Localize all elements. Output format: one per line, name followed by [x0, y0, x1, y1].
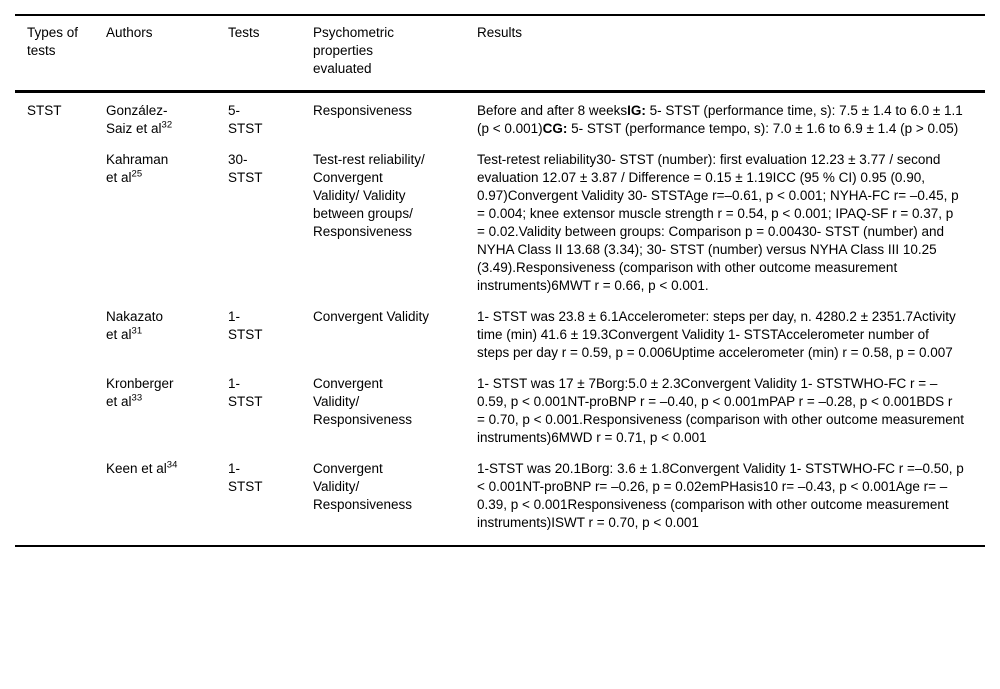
- reference-superscript: 34: [166, 459, 178, 471]
- type-of-test-cell: [15, 151, 106, 308]
- tests-cell: 1- STST: [228, 309, 263, 342]
- results-bold-segment: IG:: [627, 103, 646, 118]
- authors-cell: Nakazato et al31: [106, 309, 164, 342]
- column-header-results: Results: [477, 15, 985, 93]
- authors-cell: Kronberger et al33: [106, 376, 174, 409]
- results-cell: 1-STST was 20.1Borg: 3.6 ± 1.8Convergent…: [477, 461, 964, 530]
- psychometric-properties-cell: Responsiveness: [313, 103, 413, 118]
- reference-superscript: 25: [131, 168, 143, 180]
- psychometric-studies-table: Types of tests Authors Tests Psychometri…: [15, 14, 985, 547]
- tests-cell: 1- STST: [228, 461, 263, 494]
- column-header-authors: Authors: [106, 15, 228, 93]
- type-of-test-cell: STST: [27, 103, 62, 118]
- table-row: Kahraman et al25 30- STST Test-rest reliab…: [15, 151, 985, 308]
- psychometric-properties-cell: Convergent Validity: [313, 309, 430, 324]
- authors-cell: Kahraman et al25: [106, 152, 169, 185]
- column-header-types-of-tests: Types of tests: [15, 15, 106, 93]
- reference-superscript: 32: [161, 119, 173, 131]
- results-cell: 1- STST was 17 ± 7Borg:5.0 ± 2.3Converge…: [477, 376, 965, 445]
- tests-cell: 1- STST: [228, 376, 263, 409]
- psychometric-properties-cell: Test-rest reliability/ Convergent Validi…: [313, 152, 425, 239]
- table-body: STST González-Saiz et al32 5- STST Responsi…: [15, 92, 985, 547]
- results-bold-segment: CG:: [542, 121, 568, 136]
- psychometric-properties-cell: Convergent Validity/ Responsiveness: [313, 376, 413, 427]
- results-cell: Test-retest reliability30- STST (number)…: [477, 152, 959, 293]
- type-of-test-cell: [15, 375, 106, 460]
- authors-cell: González-Saiz et al32: [106, 103, 173, 136]
- column-header-psychometric-properties: Psychometric properties evaluated: [313, 15, 477, 93]
- tests-cell: 30- STST: [228, 152, 263, 185]
- table-header-row: Types of tests Authors Tests Psychometri…: [15, 15, 985, 93]
- results-cell: 1- STST was 23.8 ± 6.1Accelerometer: ste…: [477, 309, 956, 360]
- results-cell: Before and after 8 weeksIG: 5- STST (per…: [477, 103, 963, 136]
- type-of-test-cell: [15, 460, 106, 546]
- tests-cell: 5- STST: [228, 103, 263, 136]
- table-header: Types of tests Authors Tests Psychometri…: [15, 15, 985, 93]
- column-header-tests: Tests: [228, 15, 313, 93]
- psychometric-properties-cell: Convergent Validity/ Responsiveness: [313, 461, 413, 512]
- reference-superscript: 31: [131, 325, 143, 337]
- table-row: Keen et al34 1- STST Convergent Validity/ …: [15, 460, 985, 546]
- table-row: Kronberger et al33 1- STST Convergent Vali…: [15, 375, 985, 460]
- authors-cell: Keen et al34: [106, 459, 178, 476]
- table-row: STST González-Saiz et al32 5- STST Responsi…: [15, 92, 985, 152]
- table-row: Nakazato et al31 1- STST Convergent Validi…: [15, 308, 985, 375]
- type-of-test-cell: [15, 308, 106, 375]
- reference-superscript: 33: [131, 392, 143, 404]
